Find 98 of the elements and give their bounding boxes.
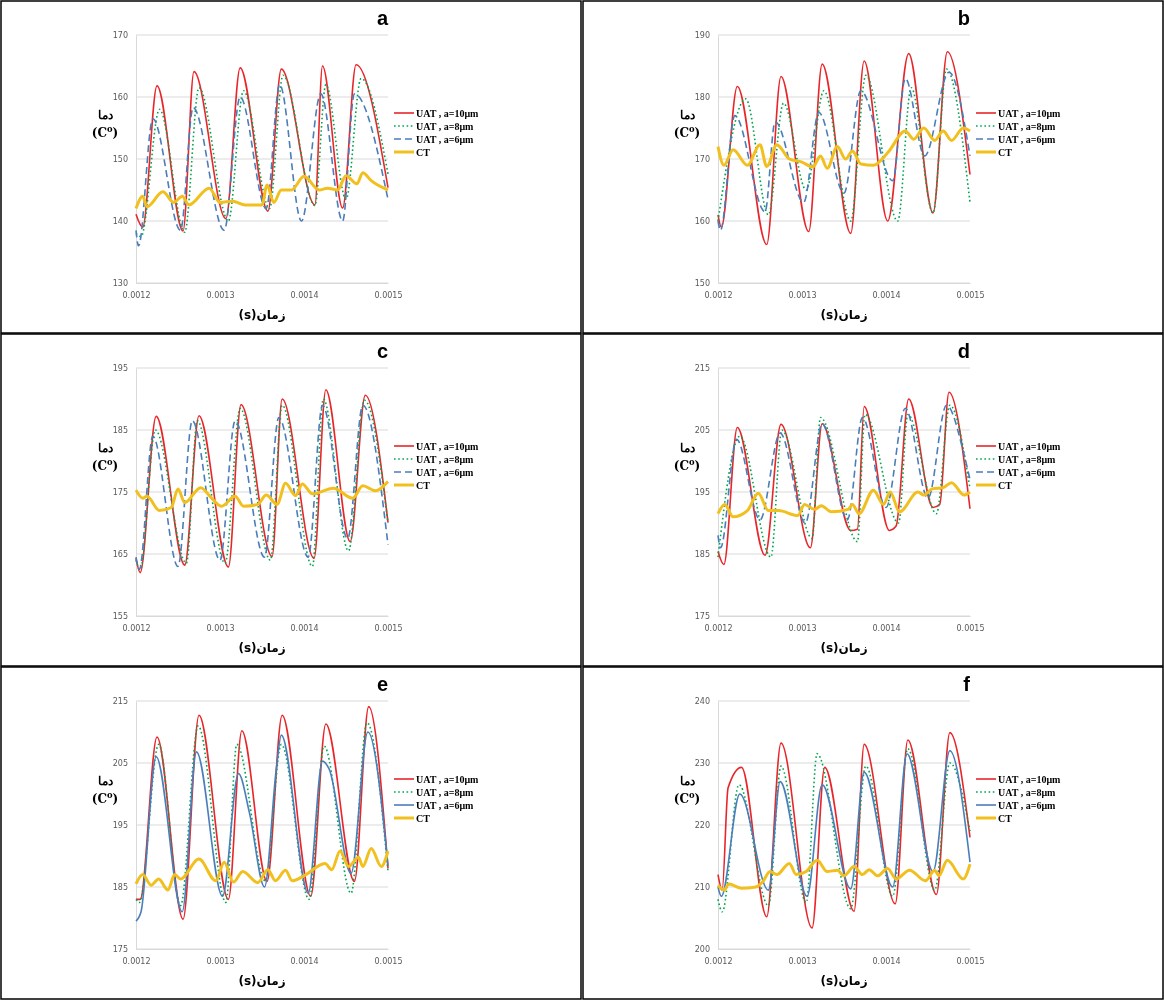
line-series: [716, 481, 972, 519]
y-tick-label: 210: [694, 883, 710, 893]
y-tick-label: 230: [694, 759, 710, 769]
x-tick-label: 0.0014: [290, 290, 319, 300]
legend-label: UAT , a=8μm: [416, 787, 475, 798]
y-tick-label: 175: [112, 945, 128, 955]
y-tick-label: 240: [694, 697, 710, 707]
x-tick-label: 0.0014: [290, 956, 319, 966]
x-axis-title: زمان(s): [820, 308, 868, 322]
x-axis-title: زمان(s): [238, 308, 286, 322]
x-tick-label: 0.0012: [122, 956, 151, 966]
x-tick-label: 0.0013: [788, 290, 817, 300]
y-tick-label: 195: [112, 364, 128, 374]
legend-label: CT: [998, 480, 1013, 491]
x-tick-label: 0.0015: [374, 956, 403, 966]
y-tick-label: 200: [694, 945, 710, 955]
y-tick-label: 160: [694, 217, 710, 227]
legend-label: UAT , a=8μm: [998, 787, 1057, 798]
legend-label: UAT , a=10μm: [998, 441, 1062, 452]
legend-label: UAT , a=10μm: [416, 774, 480, 785]
line-series: [134, 479, 390, 513]
y-tick-label: 155: [112, 612, 128, 622]
x-tick-label: 0.0013: [788, 956, 817, 966]
x-tick-label: 0.0015: [374, 623, 403, 633]
legend-label: UAT , a=6μm: [998, 467, 1057, 478]
x-tick-label: 0.0014: [872, 623, 901, 633]
y-tick-label: 130: [112, 279, 128, 289]
x-axis-title: زمان(s): [238, 974, 286, 988]
legend-label: UAT , a=6μm: [416, 467, 475, 478]
chart-title: c: [376, 340, 388, 362]
y-tick-label: 195: [694, 488, 710, 498]
chart-title: d: [957, 340, 970, 362]
x-tick-label: 0.0012: [704, 956, 733, 966]
line-series: [716, 858, 972, 892]
x-tick-label: 0.0015: [956, 290, 985, 300]
y-tick-label: 205: [694, 426, 710, 436]
y-tick-label: 215: [112, 697, 128, 707]
y-tick-label: 190: [694, 31, 710, 41]
legend-label: UAT , a=10μm: [416, 108, 480, 119]
legend-label: UAT , a=8μm: [416, 454, 475, 465]
y-tick-label: 215: [694, 364, 710, 374]
chart-title: f: [963, 673, 971, 695]
y-tick-label: 185: [112, 426, 128, 436]
y-tick-label: 140: [112, 217, 128, 227]
x-tick-label: 0.0012: [704, 623, 733, 633]
line-series: [134, 171, 390, 211]
y-tick-label: 170: [694, 155, 710, 165]
x-tick-label: 0.0012: [122, 623, 151, 633]
x-tick-label: 0.0015: [956, 956, 985, 966]
line-series: [717, 50, 971, 246]
legend-label: UAT , a=6μm: [416, 800, 475, 811]
y-tick-label: 150: [694, 279, 710, 289]
x-tick-label: 0.0013: [206, 290, 235, 300]
legend-label: CT: [416, 480, 431, 491]
legend-label: CT: [998, 813, 1013, 824]
legend-label: UAT , a=10μm: [416, 441, 480, 452]
line-series: [134, 847, 390, 892]
x-tick-label: 0.0014: [872, 290, 901, 300]
y-tick-label: 170: [112, 31, 128, 41]
x-tick-label: 0.0013: [206, 623, 235, 633]
x-axis-title: زمان(s): [820, 974, 868, 988]
x-tick-label: 0.0014: [290, 623, 319, 633]
x-axis-title: زمان(s): [238, 641, 286, 655]
legend-label: UAT , a=10μm: [998, 108, 1062, 119]
legend-label: UAT , a=8μm: [416, 121, 475, 132]
legend-label: UAT , a=10μm: [998, 774, 1062, 785]
y-tick-label: 205: [112, 759, 128, 769]
chart-title: e: [376, 673, 388, 695]
legend-label: UAT , a=6μm: [998, 800, 1057, 811]
x-tick-label: 0.0015: [956, 623, 985, 633]
legend-label: CT: [998, 147, 1013, 158]
x-tick-label: 0.0015: [374, 290, 403, 300]
y-tick-label: 185: [112, 883, 128, 893]
x-tick-label: 0.0013: [206, 956, 235, 966]
x-tick-label: 0.0012: [704, 290, 733, 300]
legend-label: CT: [416, 813, 431, 824]
y-tick-label: 220: [694, 821, 710, 831]
y-tick-label: 165: [112, 550, 128, 560]
chart-title: a: [376, 7, 389, 29]
line-series: [717, 731, 971, 929]
y-tick-label: 185: [694, 550, 710, 560]
y-tick-label: 150: [112, 155, 128, 165]
x-axis-title: زمان(s): [820, 641, 868, 655]
legend-label: UAT , a=8μm: [998, 454, 1057, 465]
x-tick-label: 0.0014: [872, 956, 901, 966]
legend-label: UAT , a=6μm: [416, 134, 475, 145]
legend-label: CT: [416, 147, 431, 158]
y-tick-label: 160: [112, 93, 128, 103]
line-series: [716, 126, 972, 170]
x-tick-label: 0.0013: [788, 623, 817, 633]
legend-label: UAT , a=6μm: [998, 134, 1057, 145]
y-tick-label: 175: [694, 612, 710, 622]
y-tick-label: 180: [694, 93, 710, 103]
chart-title: b: [957, 7, 970, 29]
x-tick-label: 0.0012: [122, 290, 151, 300]
y-tick-label: 175: [112, 488, 128, 498]
y-tick-label: 195: [112, 821, 128, 831]
legend-label: UAT , a=8μm: [998, 121, 1057, 132]
